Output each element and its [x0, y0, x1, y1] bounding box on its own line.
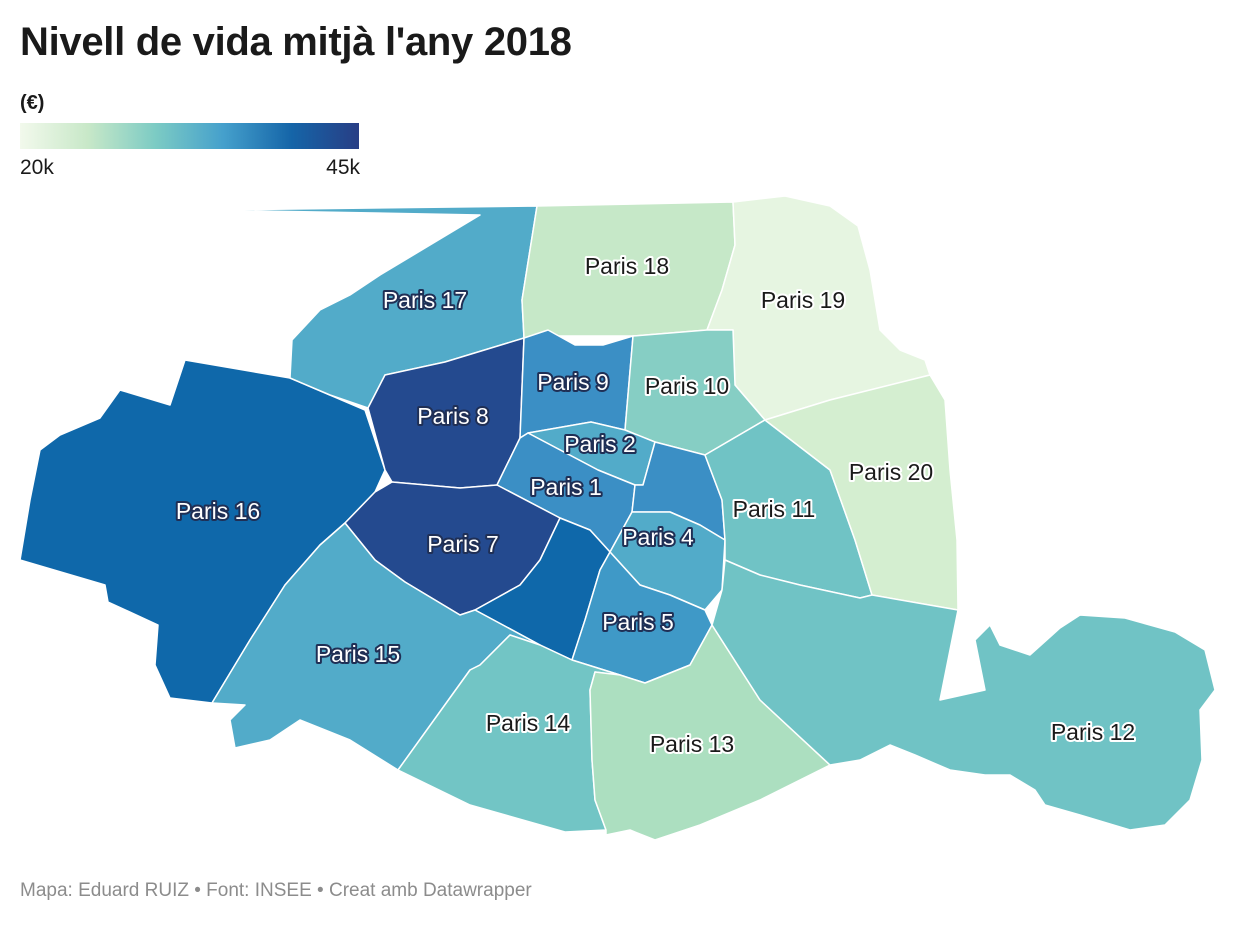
district-label-19: Paris 19 — [761, 287, 845, 313]
district-label-8: Paris 8 — [417, 403, 489, 429]
source-credit: Mapa: Eduard RUIZ • Font: INSEE • Creat … — [20, 880, 532, 901]
district-label-17: Paris 17 — [383, 287, 467, 313]
legend-unit: (€) — [20, 92, 45, 114]
district-label-10: Paris 10 — [645, 373, 729, 399]
district-label-5: Paris 5 — [602, 609, 674, 635]
district-label-20: Paris 20 — [849, 459, 933, 485]
district-16[interactable] — [19, 359, 386, 704]
district-label-16: Paris 16 — [176, 498, 260, 524]
map-title: Nivell de vida mitjà l'any 2018 — [20, 20, 572, 64]
district-label-18: Paris 18 — [585, 253, 669, 279]
legend-max-label: 45k — [326, 156, 360, 179]
district-20[interactable] — [764, 374, 959, 611]
district-label-14: Paris 14 — [486, 710, 571, 736]
district-label-13: Paris 13 — [650, 731, 734, 757]
district-label-12: Paris 12 — [1051, 719, 1135, 745]
district-label-11: Paris 11 — [733, 496, 816, 522]
district-12[interactable] — [711, 559, 1216, 831]
district-label-9: Paris 9 — [537, 369, 609, 395]
district-label-1: Paris 1 — [530, 474, 602, 500]
district-13[interactable] — [589, 624, 831, 841]
district-label-7: Paris 7 — [427, 531, 499, 557]
color-legend: (€) 20k 45k — [20, 92, 360, 182]
district-label-2: Paris 2 — [564, 431, 636, 457]
district-label-15: Paris 15 — [316, 641, 400, 667]
legend-gradient-bar — [20, 123, 359, 149]
district-label-4: Paris 4 — [622, 524, 694, 550]
legend-min-label: 20k — [20, 156, 54, 179]
